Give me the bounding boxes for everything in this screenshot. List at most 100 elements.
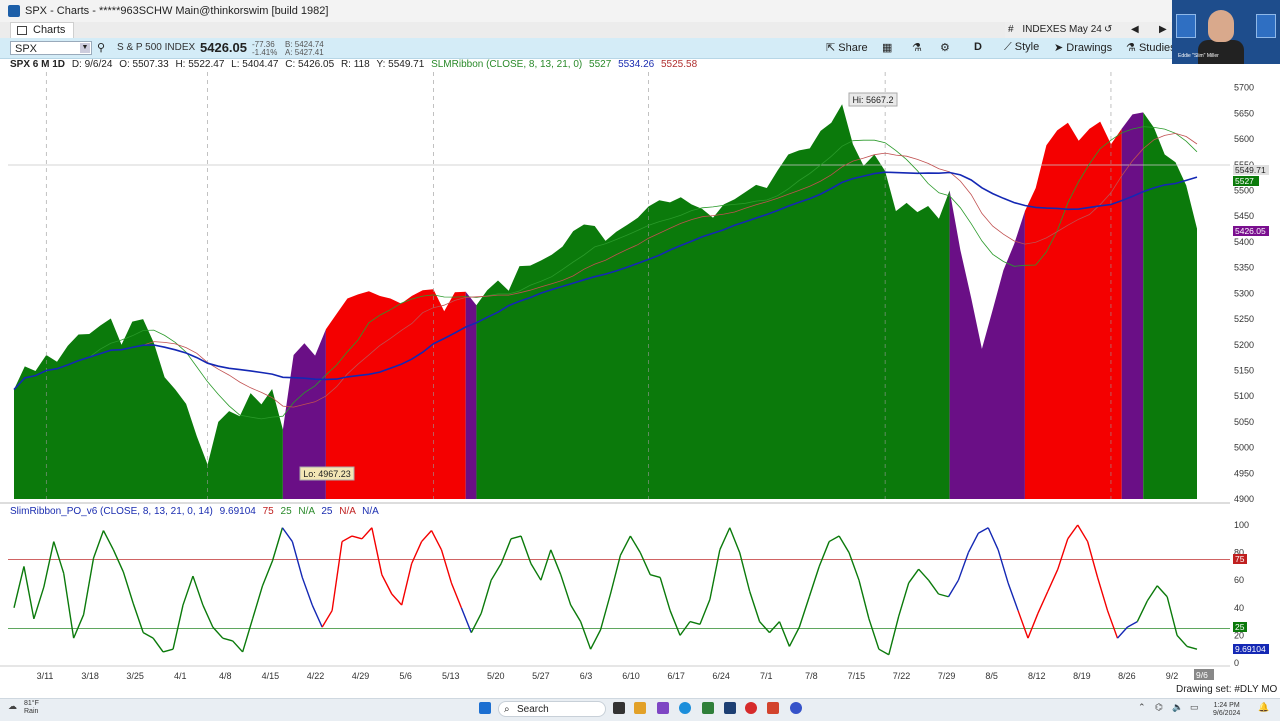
oscillator-segment xyxy=(271,527,284,562)
ribbon-study-label: SLMRibbon (CLOSE, 8, 13, 21, 0) xyxy=(431,59,583,70)
price-band-red xyxy=(1024,121,1122,499)
date-tick-label: 3/11 xyxy=(37,671,54,681)
oscillator-segment xyxy=(947,579,960,598)
link-icon[interactable]: ⚲ xyxy=(97,42,106,54)
osc-c: N/A xyxy=(298,506,315,517)
osc-d: 25 xyxy=(321,506,333,517)
oscillator-segment xyxy=(102,530,115,551)
oscillator-segment xyxy=(589,629,602,650)
oscillator-segment xyxy=(769,621,780,634)
symbol-input[interactable]: SPX ▼ xyxy=(10,41,92,55)
price-tick-label: 4950 xyxy=(1234,468,1254,478)
oscillator-segment xyxy=(510,535,522,540)
network-icon[interactable]: ⌬ xyxy=(1155,702,1163,712)
oscillator-segment xyxy=(669,610,681,636)
share-button[interactable]: ⇱ Share xyxy=(826,41,868,54)
volume-icon[interactable]: 🔈 xyxy=(1172,702,1184,712)
oscillator-segment xyxy=(321,610,333,628)
undo-icon[interactable]: ↺ xyxy=(1104,24,1113,35)
notification-icon[interactable]: 🔔 xyxy=(1258,702,1270,712)
oscillator-segment xyxy=(82,557,95,615)
date-tick-label: 6/3 xyxy=(580,671,593,681)
oscillator-segment xyxy=(331,541,343,611)
drawings-button[interactable]: ➤ Drawings xyxy=(1054,41,1112,54)
last-date-label: 9/6 xyxy=(1196,670,1208,680)
oscillator-header: SlimRibbon_PO_v6 (CLOSE, 8, 13, 21, 0, 1… xyxy=(10,506,379,517)
system-clock[interactable]: 1:24 PM 9/6/2024 xyxy=(1213,702,1240,718)
oscillator-tick-label: 100 xyxy=(1234,520,1249,530)
weather-widget[interactable]: 81°F Rain xyxy=(24,700,39,716)
weather-icon[interactable]: ☁ xyxy=(8,701,17,711)
studies-button[interactable]: ⚗ Studies xyxy=(1126,41,1176,54)
task-view-icon[interactable] xyxy=(613,702,625,714)
gear-icon[interactable]: ⚙ xyxy=(940,42,950,54)
oscillator-segment xyxy=(918,568,930,581)
date-tick-label: 3/25 xyxy=(126,671,144,681)
oscillator-segment xyxy=(311,604,323,628)
oscillator-segment xyxy=(699,599,711,625)
tab-charts[interactable]: Charts xyxy=(10,22,75,38)
edge-icon[interactable] xyxy=(679,702,691,714)
oscillator-segment xyxy=(1037,590,1049,614)
start-icon[interactable] xyxy=(479,702,491,714)
forward-arrow-icon[interactable]: ▶ xyxy=(1159,24,1167,35)
price-tick-label: 4900 xyxy=(1234,494,1254,504)
oscillator-segment xyxy=(550,549,562,575)
oscillator-segment xyxy=(997,549,1009,584)
taskbar-search[interactable]: ⌕ Search xyxy=(498,701,606,717)
symbol-period: SPX 6 M 1D xyxy=(10,59,66,70)
oscillator-segment xyxy=(182,575,194,606)
chevron-down-icon[interactable]: ▼ xyxy=(80,43,90,53)
weather-condition: Rain xyxy=(24,708,39,715)
price-band-green xyxy=(14,318,283,499)
info-range: R: 118 xyxy=(340,59,370,70)
oscillator-segment xyxy=(460,607,472,633)
price-area-bands xyxy=(14,104,1197,500)
studies-icon: ⚗ xyxy=(1126,42,1136,54)
thinkorswim-icon[interactable] xyxy=(724,702,736,714)
oscillator-segment xyxy=(241,618,254,653)
drawing-set-status[interactable]: Drawing set: #DLY MO xyxy=(1176,684,1278,695)
oscillator-segment xyxy=(798,596,810,628)
oscillator-segment xyxy=(162,648,174,653)
vertical-gridlines xyxy=(8,72,1230,499)
file-explorer-icon[interactable] xyxy=(634,702,646,714)
oscillator-segment xyxy=(202,604,214,628)
date-tick-label: 7/22 xyxy=(893,671,911,681)
flask-icon[interactable]: ⚗ xyxy=(912,42,922,54)
oscillator-segment xyxy=(1017,610,1029,639)
info-date: D: 9/6/24 xyxy=(71,59,113,70)
date-tick-label: 5/27 xyxy=(532,671,550,681)
app-icon-2[interactable] xyxy=(702,702,714,714)
price-tick-label: 5600 xyxy=(1234,134,1254,144)
ribbon-line-8 xyxy=(13,126,1198,420)
app-icon-1[interactable] xyxy=(657,702,669,714)
oscillator-segment xyxy=(759,621,771,634)
oscillator-segment xyxy=(192,575,204,606)
price-tick-label: 5050 xyxy=(1234,417,1254,427)
date-tick-label: 4/29 xyxy=(352,671,370,681)
chevron-up-icon[interactable]: ⌃ xyxy=(1138,702,1146,712)
style-button[interactable]: ⟋ Style xyxy=(1004,41,1039,54)
date-tick-label: 8/19 xyxy=(1073,671,1091,681)
osc-b: 25 xyxy=(281,506,293,517)
webcam-overlay: Eddie "Slim" Miller xyxy=(1172,0,1280,64)
oscillator-segment xyxy=(719,527,731,551)
oscillator-segment xyxy=(848,552,860,581)
indexes-flexible-grid[interactable]: # INDEXES May 24 ↺ ◀ ▶ xyxy=(1005,22,1180,38)
oscillator-segment xyxy=(1086,541,1099,578)
powerpoint-icon[interactable] xyxy=(767,702,779,714)
oscillator-segment xyxy=(232,640,244,653)
oscillator-segment xyxy=(888,615,900,655)
period-button[interactable]: D xyxy=(974,41,982,53)
calendar-icon[interactable]: ▦ xyxy=(882,42,893,54)
zoom-icon[interactable] xyxy=(790,702,802,714)
oscillator-segment xyxy=(579,621,592,650)
oscillator-segment xyxy=(1007,582,1019,611)
studies-label: Studies xyxy=(1138,42,1176,54)
opera-icon[interactable] xyxy=(745,702,757,714)
battery-icon[interactable]: ▭ xyxy=(1190,702,1199,712)
oscillator-segment xyxy=(898,582,910,617)
back-arrow-icon[interactable]: ◀ xyxy=(1131,24,1139,35)
